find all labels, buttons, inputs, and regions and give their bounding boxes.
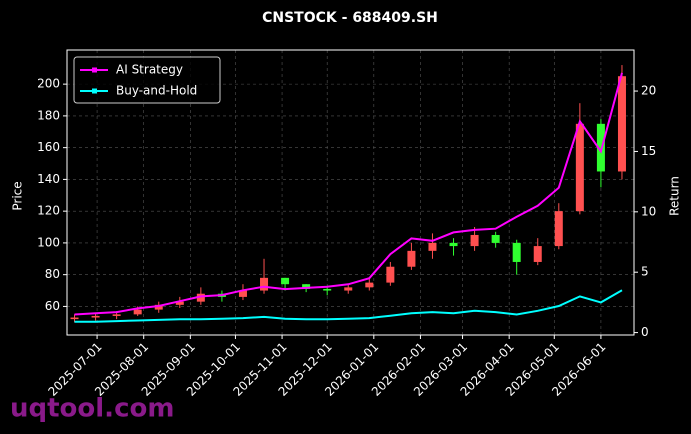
candle-body <box>575 123 584 212</box>
y-tick-label: 120 <box>37 204 60 218</box>
y-tick-label: 80 <box>45 267 60 281</box>
y2-tick-label: 10 <box>641 204 656 218</box>
candle-body <box>512 242 521 262</box>
y-tick-label: 160 <box>37 140 60 154</box>
candle-body <box>238 290 247 297</box>
candle-body <box>344 287 353 291</box>
candle-body <box>323 288 332 291</box>
candle-body <box>533 246 542 262</box>
plot-frame <box>66 49 635 336</box>
y-tick-label: 60 <box>45 299 60 313</box>
candle-body <box>133 309 142 315</box>
y-tick-label: 200 <box>37 77 60 91</box>
y2-axis-label: Return <box>668 176 682 216</box>
legend-label: Buy-and-Hold <box>116 84 197 98</box>
candle-body <box>407 250 416 267</box>
candle-body <box>449 242 458 247</box>
legend-marker <box>92 88 97 94</box>
candle-body <box>617 76 626 172</box>
y2-tick-label: 20 <box>641 84 656 98</box>
candle-body <box>260 277 269 291</box>
candle-body <box>386 266 395 283</box>
candle-body <box>175 301 184 305</box>
y2-tick-label: 15 <box>641 144 656 158</box>
series-line <box>74 289 623 323</box>
chart-title: CNSTOCK - 688409.SH <box>262 10 438 26</box>
candle-body <box>70 317 79 320</box>
candle-body <box>91 315 100 318</box>
candle-body <box>470 234 479 247</box>
watermark: uqtool.com <box>10 394 174 424</box>
y-axis-label: Price <box>11 181 25 210</box>
candle-body <box>554 211 563 247</box>
candle-body <box>365 282 374 288</box>
candle-body <box>491 234 500 243</box>
y2-tick-label: 5 <box>641 265 649 279</box>
legend-label: AI Strategy <box>116 63 183 77</box>
y-tick-label: 140 <box>37 172 60 186</box>
y-tick-label: 180 <box>37 108 60 122</box>
candle-body <box>196 293 205 302</box>
legend-marker <box>92 67 97 73</box>
legend-box <box>73 56 221 104</box>
series-line <box>74 72 623 316</box>
y2-tick-label: 0 <box>641 325 649 339</box>
y-tick-label: 100 <box>37 235 60 249</box>
candle-body <box>302 284 311 289</box>
candle-body <box>428 242 437 251</box>
candle-body <box>281 277 290 285</box>
candle-body <box>112 314 121 316</box>
candle-body <box>154 304 163 310</box>
